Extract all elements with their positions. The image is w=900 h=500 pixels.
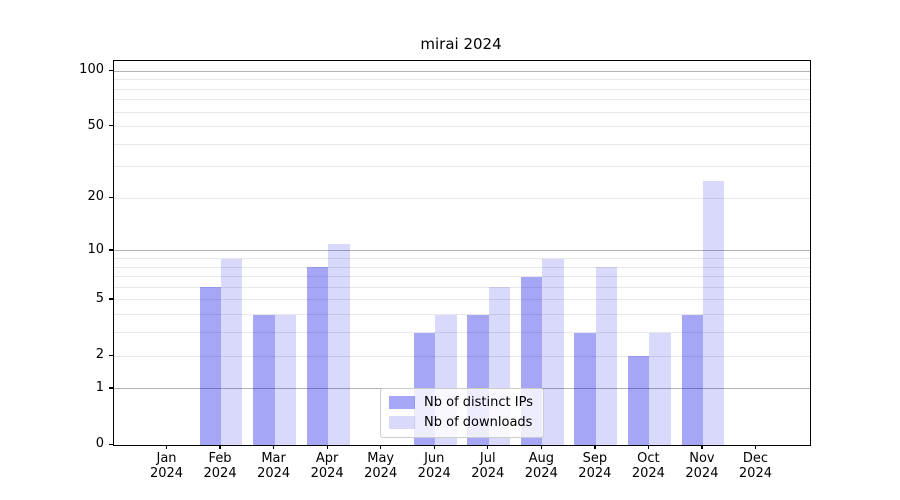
legend-item-downloads: Nb of downloads: [389, 415, 533, 430]
major-gridline: [114, 70, 810, 72]
y-axis-tick: [109, 298, 113, 300]
y-axis-tick-label: 20: [87, 189, 104, 205]
legend-swatch-distinct-ips-icon: [389, 396, 416, 409]
bar-oct-distinct-ips: [627, 356, 650, 445]
x-axis-tick-label: Sep 2024: [578, 451, 612, 481]
x-axis-tick: [326, 445, 328, 449]
x-axis-tick: [594, 445, 596, 449]
legend-label-distinct-ips: Nb of distinct IPs: [424, 395, 533, 410]
plot-area: Nb of distinct IPs Nb of downloads: [113, 60, 811, 446]
x-axis-tick-label: Jan 2024: [149, 451, 184, 481]
x-axis-tick-label: May 2024: [364, 451, 398, 481]
x-axis-tick: [754, 445, 757, 449]
x-axis-tick: [540, 445, 542, 449]
bar-aug-downloads: [542, 258, 564, 445]
minor-gridline: [114, 197, 810, 199]
x-axis-tick: [380, 445, 382, 449]
minor-gridline: [114, 266, 810, 268]
x-axis-tick-label: Apr 2024: [310, 451, 344, 481]
x-axis-tick-label: Jul 2024: [471, 451, 505, 481]
bar-feb-distinct-ips: [199, 287, 222, 445]
x-axis-tick: [273, 445, 275, 449]
minor-gridline: [114, 258, 810, 260]
x-axis-tick-label: Nov 2024: [685, 451, 719, 481]
x-axis-tick: [647, 445, 650, 449]
y-axis-tick-label: 2: [95, 347, 104, 363]
y-axis-tick-label: 100: [79, 62, 104, 78]
minor-gridline: [114, 126, 810, 128]
y-axis-tick-label: 5: [95, 290, 104, 306]
legend-swatch-downloads-icon: [389, 416, 416, 429]
major-gridline: [114, 250, 810, 252]
x-axis-tick-label: Dec 2024: [738, 451, 772, 481]
y-axis-tick: [109, 125, 113, 127]
minor-gridline: [114, 166, 810, 168]
minor-gridline: [114, 111, 810, 113]
y-axis-tick-label: 50: [87, 117, 104, 133]
legend: Nb of distinct IPs Nb of downloads: [380, 388, 544, 438]
x-axis-tick-label: Mar 2024: [257, 451, 291, 481]
bar-nov-downloads: [702, 181, 725, 445]
x-axis-tick-label: Aug 2024: [524, 451, 558, 481]
bar-apr-downloads: [328, 243, 350, 445]
y-axis-tick: [109, 443, 113, 445]
x-axis-tick: [701, 445, 703, 449]
y-axis-tick-label: 1: [95, 379, 104, 395]
legend-label-downloads: Nb of downloads: [424, 415, 533, 430]
minor-gridline: [114, 79, 810, 81]
minor-gridline: [114, 286, 810, 288]
x-axis-tick: [433, 445, 435, 449]
x-axis-tick: [487, 445, 489, 449]
x-axis-tick-label: Jun 2024: [417, 451, 451, 481]
x-axis-tick: [219, 445, 221, 449]
x-axis-tick-label: Oct 2024: [631, 451, 665, 481]
minor-gridline: [114, 332, 810, 334]
minor-gridline: [114, 88, 810, 90]
bar-mar-distinct-ips: [253, 314, 275, 445]
legend-item-distinct-ips: Nb of distinct IPs: [389, 395, 533, 410]
bar-nov-distinct-ips: [681, 314, 703, 445]
y-axis-tick: [109, 69, 113, 72]
minor-gridline: [114, 143, 810, 145]
bar-sep-distinct-ips: [574, 332, 596, 445]
bar-oct-downloads: [649, 332, 671, 445]
x-axis-tick: [165, 445, 168, 449]
y-axis-tick: [109, 249, 113, 251]
minor-gridline: [114, 314, 810, 316]
x-axis-tick-label: Feb 2024: [203, 451, 237, 481]
bar-mar-downloads: [274, 314, 297, 445]
minor-gridline: [114, 276, 810, 278]
y-axis-tick-label: 0: [95, 436, 104, 451]
bar-feb-downloads: [221, 258, 243, 445]
y-axis-tick: [109, 196, 113, 199]
bar-apr-distinct-ips: [306, 267, 329, 445]
minor-gridline: [114, 99, 810, 101]
chart-title: mirai 2024: [420, 35, 502, 53]
minor-gridline: [114, 299, 810, 301]
y-axis-tick: [109, 387, 113, 389]
y-axis-tick: [109, 354, 113, 356]
bar-sep-downloads: [595, 267, 618, 445]
y-axis-tick-label: 10: [87, 241, 104, 257]
minor-gridline: [114, 355, 810, 357]
